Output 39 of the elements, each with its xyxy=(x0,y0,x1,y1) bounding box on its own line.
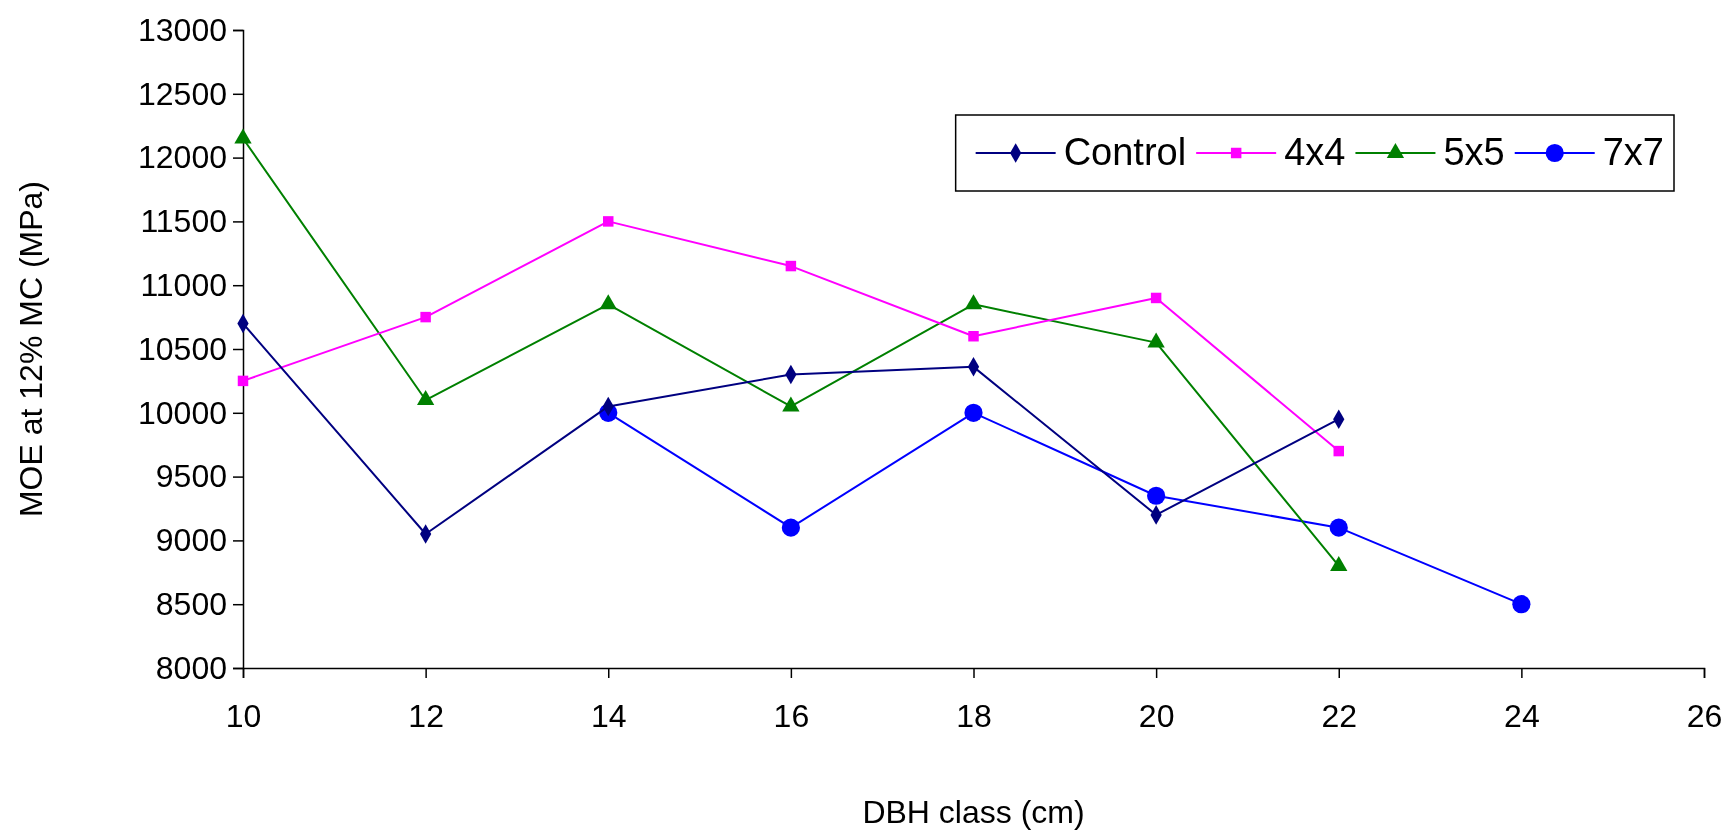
x-tick-label: 20 xyxy=(1138,697,1175,734)
point xyxy=(968,331,979,342)
x-axis-title: DBH class (cm) xyxy=(862,794,1085,830)
point xyxy=(1512,595,1531,614)
y-tick-label: 12000 xyxy=(138,139,227,176)
y-tick-label: 12500 xyxy=(138,75,227,112)
legend-label: Control xyxy=(1063,131,1187,173)
x-tick-label: 14 xyxy=(590,697,627,734)
x-tick-label: 18 xyxy=(956,697,992,734)
point xyxy=(1329,518,1348,537)
y-tick-label: 11000 xyxy=(140,266,227,303)
y-tick-label: 9000 xyxy=(155,522,227,559)
x-tick-label: 24 xyxy=(1504,697,1540,734)
y-tick-label: 11500 xyxy=(140,203,227,240)
point xyxy=(416,390,435,406)
point xyxy=(1150,292,1162,304)
y-tick-label: 8000 xyxy=(155,649,227,686)
legend-label: 7x7 xyxy=(1602,131,1664,173)
legend-label: 4x4 xyxy=(1284,131,1346,173)
y-tick-label: 10000 xyxy=(138,394,227,431)
point xyxy=(420,311,431,323)
point xyxy=(237,375,249,387)
y-tick-label: 9500 xyxy=(155,458,227,495)
point xyxy=(785,260,797,272)
x-tick-label: 10 xyxy=(225,697,262,734)
point xyxy=(781,518,800,537)
x-tick-label: 16 xyxy=(773,697,810,734)
legend-label: 5x5 xyxy=(1443,131,1505,173)
point xyxy=(603,216,614,227)
y-tick-label: 13000 xyxy=(138,11,227,48)
point xyxy=(964,403,983,422)
point xyxy=(1147,486,1166,505)
x-tick-label: 12 xyxy=(408,697,444,734)
y-tick-label: 10500 xyxy=(138,330,227,367)
point xyxy=(1333,445,1344,457)
x-tick-label: 26 xyxy=(1686,697,1723,734)
y-tick-label: 8500 xyxy=(155,585,227,622)
y-axis-title: MOE at 12% MC (MPa) xyxy=(13,180,49,518)
x-tick-label: 22 xyxy=(1321,697,1358,734)
